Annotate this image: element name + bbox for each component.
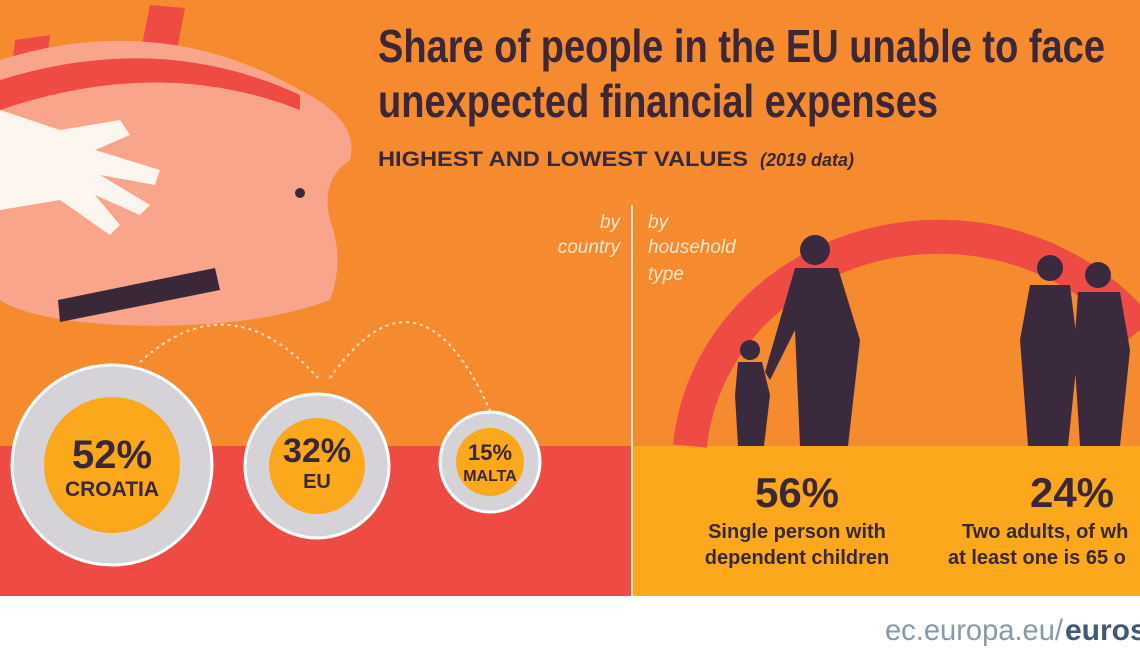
- section-label: by: [600, 212, 622, 233]
- coin-value: 52%: [72, 433, 152, 477]
- band-right: [632, 446, 1140, 596]
- household-value: 56%: [755, 469, 839, 516]
- section-label: country: [558, 237, 622, 258]
- coin: [10, 363, 214, 567]
- coin: [438, 410, 542, 514]
- arc: [673, 219, 1140, 448]
- subtitle: HIGHEST AND LOWEST VALUES: [378, 148, 748, 171]
- household-label: Single person with: [708, 521, 886, 543]
- people: [735, 235, 1130, 446]
- section-label: by: [648, 212, 670, 233]
- section-label: type: [648, 264, 684, 285]
- coin-value: 32%: [283, 432, 351, 470]
- household-label: at least one is 65 o: [948, 547, 1126, 569]
- connector: [329, 321, 493, 416]
- coin: [243, 392, 391, 540]
- coin-label: MALTA: [463, 468, 517, 485]
- household-label: dependent children: [705, 547, 889, 569]
- connector: [139, 323, 319, 379]
- title: unexpected financial expenses: [378, 75, 938, 127]
- footer-site: ec.europa.eu/: [885, 614, 1064, 647]
- footer-brand: euros: [1065, 614, 1140, 647]
- piggy-bank: [0, 5, 352, 326]
- title: Share of people in the EU unable to face: [378, 20, 1105, 72]
- coin-value: 15%: [468, 440, 512, 465]
- coin-label: CROATIA: [65, 478, 159, 501]
- household-value: 24%: [1030, 469, 1114, 516]
- note: (2019 data): [760, 150, 854, 170]
- section-label: household: [648, 237, 737, 258]
- household-label: Two adults, of wh: [962, 521, 1128, 543]
- coin-label: EU: [303, 471, 331, 493]
